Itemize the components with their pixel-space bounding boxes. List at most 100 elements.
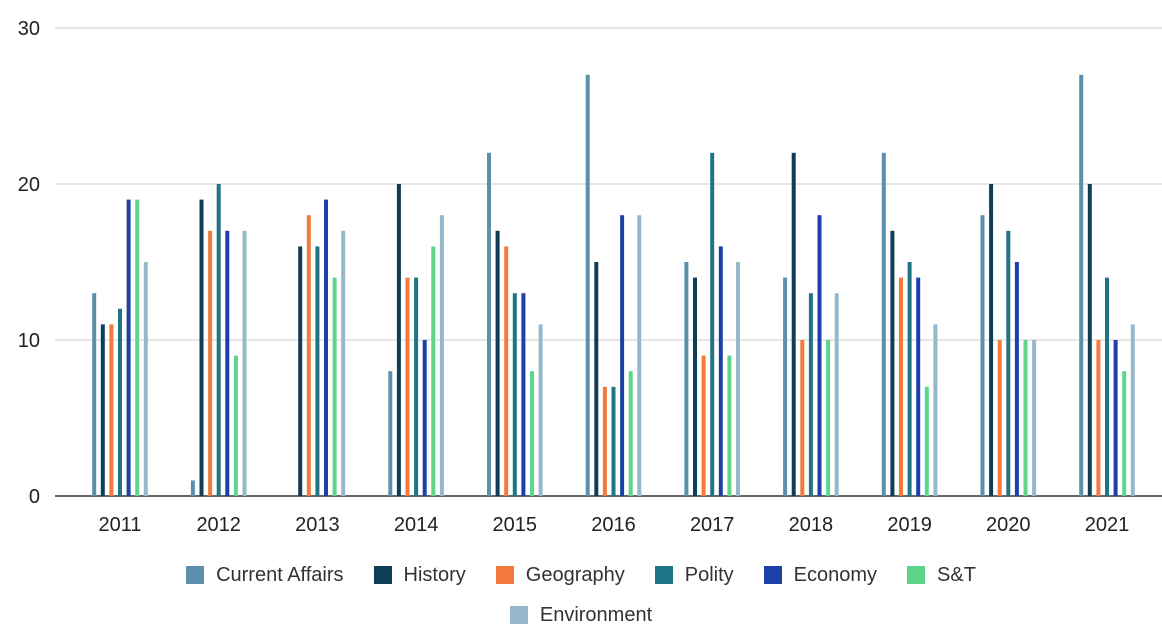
legend-row: Environment xyxy=(0,595,1162,635)
bar-history-2018 xyxy=(791,152,796,497)
legend-swatch xyxy=(509,606,528,624)
bar-environment-2011 xyxy=(143,262,148,496)
bar-current-affairs-2012 xyxy=(190,480,195,496)
y-axis-ticks: 0 10 20 30 xyxy=(18,18,40,508)
bar-current-affairs-2015 xyxy=(487,152,491,497)
bar-environment-2021 xyxy=(1130,324,1135,496)
y-tick-label: 20 xyxy=(18,174,40,196)
y-tick-label: 30 xyxy=(18,18,40,40)
bar-s-t-2014 xyxy=(431,246,436,496)
x-tick-label: 2019 xyxy=(887,514,932,536)
bar-environment-2014 xyxy=(439,215,444,496)
bar-geography-2016 xyxy=(602,386,607,496)
bar-polity-2011 xyxy=(118,308,122,496)
bar-economy-2018 xyxy=(817,215,822,496)
bar-geography-2021 xyxy=(1096,340,1101,496)
bar-polity-2019 xyxy=(907,262,912,496)
bar-s-t-2021 xyxy=(1122,371,1127,496)
bar-geography-2017 xyxy=(701,355,706,496)
legend-item: S&T xyxy=(907,564,976,587)
legend-swatch xyxy=(654,566,673,584)
x-tick-label: 2015 xyxy=(493,514,538,536)
bar-s-t-2011 xyxy=(135,199,140,496)
bar-polity-2018 xyxy=(808,293,813,496)
bar-economy-2017 xyxy=(718,246,723,496)
x-tick-label: 2014 xyxy=(394,514,439,536)
y-tick-label: 0 xyxy=(29,486,40,508)
bar-geography-2014 xyxy=(405,277,410,496)
x-tick-label: 2011 xyxy=(98,514,141,536)
bar-history-2016 xyxy=(594,262,599,496)
bar-current-affairs-2019 xyxy=(881,152,886,497)
bar-history-2013 xyxy=(298,246,303,496)
bar-economy-2015 xyxy=(521,293,526,496)
bar-polity-2020 xyxy=(1006,230,1011,497)
legend-label: S&T xyxy=(937,563,976,586)
bar-economy-2020 xyxy=(1014,262,1019,496)
bar-geography-2011 xyxy=(109,324,114,496)
bar-polity-2012 xyxy=(216,184,221,496)
legend-label: Current Affairs xyxy=(216,563,344,586)
bar-s-t-2015 xyxy=(530,371,534,496)
legend-label: Geography xyxy=(525,563,625,586)
bar-environment-2012 xyxy=(242,230,247,497)
y-tick-label: 10 xyxy=(18,330,40,352)
bar-chart: 0 10 20 30 2011 2012 2013 2014 2015 2016 2017 2018… xyxy=(18,18,1162,536)
bar-environment-2019 xyxy=(933,324,938,496)
bar-environment-2015 xyxy=(538,324,543,496)
legend-swatch xyxy=(373,566,392,584)
bar-economy-2021 xyxy=(1113,340,1118,496)
legend-item: Polity xyxy=(654,564,734,587)
legend-label: Environment xyxy=(539,603,653,626)
bar-environment-2020 xyxy=(1032,340,1037,496)
bar-environment-2013 xyxy=(341,230,346,497)
bar-current-affairs-2017 xyxy=(684,262,689,496)
bar-s-t-2017 xyxy=(727,355,732,496)
legend-swatch xyxy=(495,566,514,584)
legend-item: History xyxy=(373,564,466,587)
bar-current-affairs-2014 xyxy=(388,371,393,496)
bar-s-t-2020 xyxy=(1023,340,1028,496)
x-axis-ticks: 2011 2012 2013 2014 2015 2016 2017 2018 2019 2020… xyxy=(98,514,1129,536)
gridlines xyxy=(55,27,1162,497)
bar-history-2019 xyxy=(890,230,895,497)
bar-environment-2018 xyxy=(834,293,839,496)
bar-economy-2014 xyxy=(422,340,427,496)
bar-history-2021 xyxy=(1087,184,1092,496)
bar-history-2011 xyxy=(100,324,105,496)
bar-history-2020 xyxy=(989,184,994,496)
bar-economy-2016 xyxy=(620,215,625,496)
bar-s-t-2016 xyxy=(628,371,633,496)
bar-environment-2017 xyxy=(736,262,740,496)
bar-economy-2019 xyxy=(916,277,921,496)
bar-geography-2018 xyxy=(800,340,805,496)
legend-row: Current Affairs History Geography Polity Eco… xyxy=(0,555,1162,595)
legend-swatch xyxy=(186,566,205,584)
bar-polity-2016 xyxy=(611,386,616,496)
bar-geography-2012 xyxy=(208,230,213,497)
legend: Current Affairs History Geography Polity Eco… xyxy=(0,555,1162,635)
legend-swatch xyxy=(907,566,926,584)
bar-polity-2021 xyxy=(1105,277,1109,496)
bar-s-t-2013 xyxy=(332,277,337,496)
legend-item: Geography xyxy=(495,563,625,587)
legend-item: Economy xyxy=(763,563,878,587)
legend-item: Environment xyxy=(509,603,653,627)
bar-history-2014 xyxy=(396,184,401,496)
bar-history-2017 xyxy=(693,277,697,496)
bar-polity-2015 xyxy=(512,293,517,496)
bar-current-affairs-2021 xyxy=(1079,74,1084,497)
bar-current-affairs-2016 xyxy=(585,74,590,497)
legend-item: Current Affairs xyxy=(186,563,344,587)
x-tick-label: 2017 xyxy=(690,514,735,536)
x-tick-label: 2012 xyxy=(196,514,241,536)
bar-current-affairs-2018 xyxy=(783,277,788,496)
legend-label: Economy xyxy=(793,563,878,586)
bar-current-affairs-2011 xyxy=(92,293,97,496)
bar-economy-2011 xyxy=(126,199,131,496)
x-tick-label: 2020 xyxy=(986,514,1031,536)
bar-environment-2016 xyxy=(637,215,642,496)
bar-current-affairs-2020 xyxy=(980,215,985,496)
bar-polity-2017 xyxy=(710,152,715,497)
bar-economy-2012 xyxy=(225,230,230,497)
